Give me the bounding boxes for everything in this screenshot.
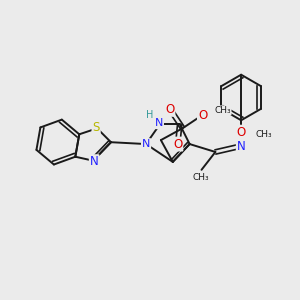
Text: S: S <box>92 121 100 134</box>
Text: CH₃: CH₃ <box>255 130 272 139</box>
Text: H: H <box>146 110 154 120</box>
Text: O: O <box>236 126 246 139</box>
Text: O: O <box>173 138 182 151</box>
Text: CH₃: CH₃ <box>192 173 209 182</box>
Text: CH₃: CH₃ <box>214 106 231 115</box>
Text: N: N <box>237 140 245 152</box>
Text: N: N <box>90 155 98 168</box>
Text: O: O <box>198 109 207 122</box>
Text: N: N <box>142 139 150 149</box>
Text: O: O <box>165 103 174 116</box>
Text: N: N <box>155 118 163 128</box>
